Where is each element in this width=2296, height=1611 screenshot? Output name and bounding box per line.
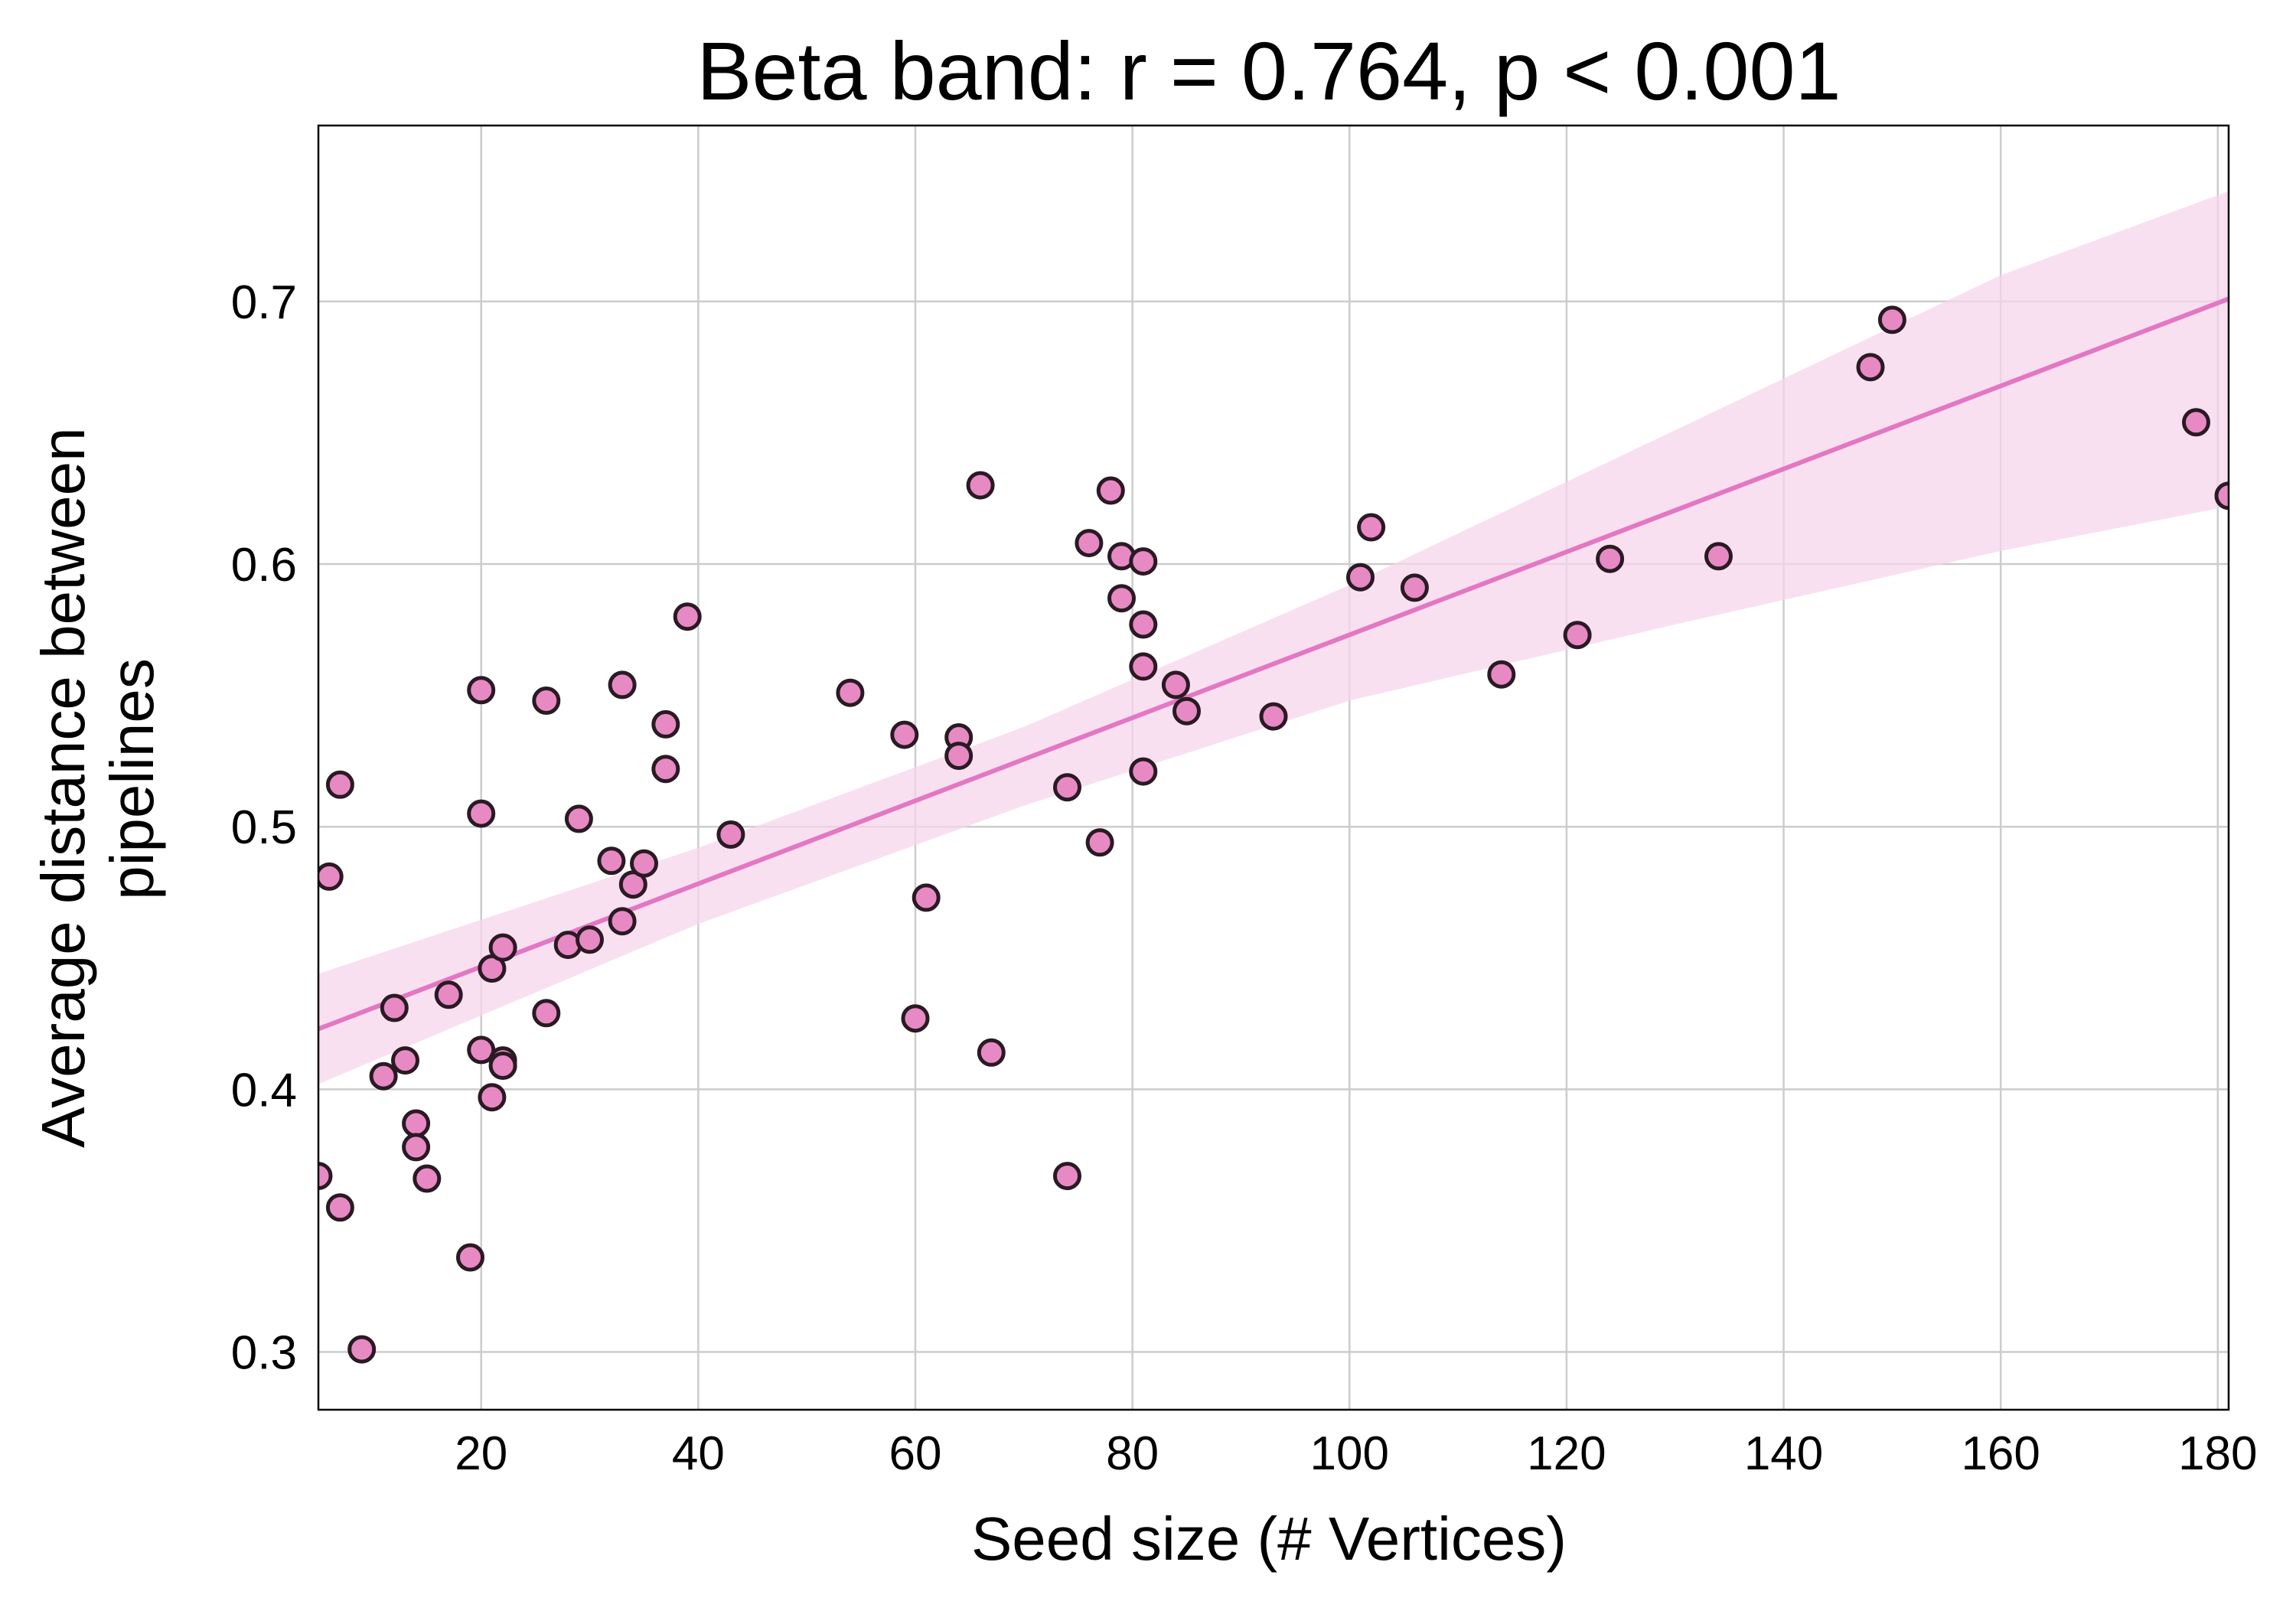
data-point bbox=[1596, 544, 1625, 573]
y-tick-label: 0.7 bbox=[231, 276, 297, 329]
data-point bbox=[1107, 584, 1136, 613]
x-tick-label: 40 bbox=[672, 1427, 725, 1480]
data-point bbox=[1487, 660, 1516, 689]
data-point bbox=[532, 686, 561, 715]
data-point bbox=[1172, 696, 1201, 726]
data-point bbox=[890, 720, 919, 749]
data-point bbox=[1053, 1162, 1081, 1191]
data-point bbox=[402, 1109, 431, 1138]
data-point bbox=[325, 1193, 354, 1222]
data-point bbox=[478, 1083, 507, 1112]
data-point bbox=[1085, 828, 1114, 857]
data-point bbox=[651, 709, 680, 739]
data-point bbox=[1129, 547, 1158, 576]
data-point bbox=[576, 925, 604, 954]
data-point bbox=[608, 670, 637, 700]
data-point bbox=[380, 993, 409, 1022]
data-point bbox=[836, 678, 865, 707]
y-tick-label: 0.6 bbox=[231, 539, 297, 592]
data-point bbox=[1563, 621, 1592, 650]
data-point bbox=[1129, 610, 1158, 639]
data-point bbox=[532, 999, 561, 1028]
x-tick-label: 60 bbox=[889, 1427, 942, 1480]
data-point bbox=[1129, 757, 1158, 786]
data-point bbox=[413, 1164, 442, 1193]
y-tick-label: 0.3 bbox=[231, 1327, 297, 1380]
data-point bbox=[467, 676, 496, 705]
data-point bbox=[1346, 563, 1375, 592]
regression-line bbox=[318, 296, 2229, 1032]
data-point bbox=[1129, 652, 1158, 681]
data-point bbox=[369, 1061, 398, 1091]
data-point bbox=[1704, 542, 1733, 571]
x-tick-label: 140 bbox=[1744, 1427, 1823, 1480]
y-axis-title-line-1: Average distance between bbox=[29, 427, 97, 1147]
data-point bbox=[318, 862, 344, 891]
x-tick-label: 100 bbox=[1310, 1427, 1389, 1480]
data-point bbox=[488, 1052, 517, 1080]
y-axis-title: Average distance between pipelines bbox=[29, 410, 166, 1148]
data-point bbox=[977, 1038, 1006, 1067]
plot-content bbox=[318, 191, 2229, 1364]
y-tick-label: 0.4 bbox=[231, 1064, 297, 1117]
data-point bbox=[1357, 513, 1386, 542]
data-point bbox=[488, 933, 517, 962]
data-point bbox=[944, 742, 974, 771]
data-point bbox=[651, 755, 680, 784]
data-point bbox=[1161, 670, 1190, 700]
data-point bbox=[966, 471, 995, 500]
data-point bbox=[325, 770, 354, 799]
data-point bbox=[608, 907, 637, 936]
data-point bbox=[1400, 573, 1429, 602]
x-tick-label: 20 bbox=[455, 1427, 507, 1480]
data-point bbox=[434, 980, 463, 1009]
data-point bbox=[630, 849, 658, 878]
plot-frame bbox=[317, 124, 2230, 1411]
data-point bbox=[1877, 305, 1906, 334]
x-tick-label: 180 bbox=[2178, 1427, 2257, 1480]
x-tick-label: 80 bbox=[1106, 1427, 1159, 1480]
x-tick-label: 120 bbox=[1527, 1427, 1606, 1480]
data-point bbox=[402, 1133, 431, 1162]
data-point bbox=[716, 820, 745, 849]
data-point bbox=[673, 602, 702, 631]
data-point bbox=[391, 1046, 419, 1075]
data-point bbox=[467, 799, 496, 828]
data-point bbox=[597, 846, 626, 876]
x-tick-label: 160 bbox=[1961, 1427, 2040, 1480]
plot-area: 20 40 60 80 100 120 140 160 180 0.3 0.4 0.5 0.6 0.7 bbox=[231, 124, 2258, 1480]
chart-title: Beta band: r = 0.764, p < 0.001 bbox=[696, 24, 1841, 117]
data-point bbox=[901, 1004, 930, 1033]
y-tick-label: 0.5 bbox=[231, 801, 297, 854]
data-point bbox=[2214, 481, 2229, 510]
x-axis-title: Seed size (# Vertices) bbox=[971, 1505, 1567, 1573]
data-point bbox=[564, 804, 593, 833]
data-point bbox=[1053, 773, 1081, 802]
data-point bbox=[2182, 408, 2210, 437]
data-point bbox=[1856, 353, 1885, 382]
data-point bbox=[456, 1243, 484, 1272]
confidence-band bbox=[318, 191, 2229, 1084]
data-point bbox=[912, 883, 941, 912]
data-point bbox=[1096, 476, 1125, 505]
data-point bbox=[347, 1335, 377, 1364]
data-point bbox=[1075, 529, 1104, 558]
data-point bbox=[1259, 702, 1288, 731]
data-point bbox=[318, 1162, 333, 1191]
y-axis-title-line-2: pipelines bbox=[98, 658, 166, 900]
